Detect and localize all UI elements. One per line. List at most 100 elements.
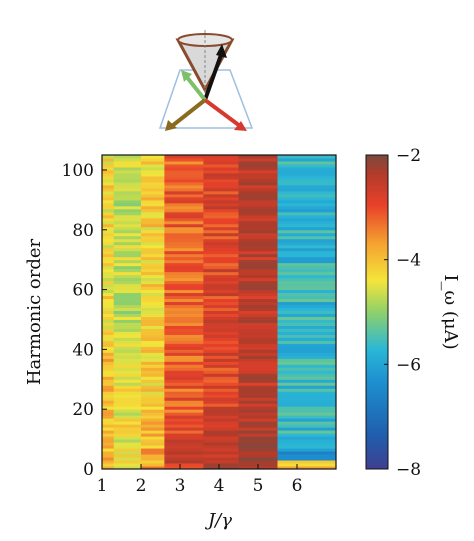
- heatmap-cell: [277, 451, 336, 455]
- heatmap-cell: [238, 391, 278, 395]
- heatmap-cell: [113, 319, 142, 323]
- heatmap-cell: [277, 232, 336, 237]
- heatmap-cell: [113, 394, 142, 398]
- heatmap-cell: [277, 292, 336, 297]
- heatmap-cell: [102, 385, 115, 389]
- heatmap-cell: [164, 283, 204, 288]
- heatmap-cell: [141, 190, 165, 195]
- heatmap-cell: [113, 427, 142, 431]
- heatmap-cell: [141, 163, 165, 168]
- heatmap-cell: [238, 322, 278, 326]
- heatmap-cell: [277, 373, 336, 377]
- heatmap-cell: [164, 391, 204, 395]
- heatmap-cell: [113, 220, 142, 225]
- heatmap-cell: [164, 155, 204, 159]
- heatmap-cell: [141, 346, 165, 350]
- heatmap-cell: [141, 370, 165, 374]
- heatmap-cell: [238, 268, 278, 273]
- heatmap-cell: [102, 313, 115, 317]
- heatmap-cell: [164, 244, 204, 249]
- heatmap-cell: [277, 391, 336, 395]
- heatmap-cell: [203, 463, 239, 467]
- heatmap-cell: [164, 361, 204, 365]
- heatmap-cell: [164, 280, 204, 285]
- heatmap-cell: [164, 403, 204, 407]
- heatmap-cell: [203, 409, 239, 413]
- heatmap-cell: [113, 436, 142, 440]
- heatmap-cell: [141, 178, 165, 183]
- x-tick-label: 3: [175, 476, 186, 496]
- heatmap-cell: [277, 187, 336, 192]
- heatmap-cell: [141, 352, 165, 356]
- heatmap-cell: [141, 208, 165, 213]
- heatmap-cell: [141, 223, 165, 228]
- heatmap-cell: [164, 355, 204, 359]
- heatmap-cell: [141, 451, 165, 455]
- heatmap-cell: [238, 247, 278, 252]
- heatmap-cell: [102, 292, 115, 297]
- heatmap-cell: [113, 424, 142, 428]
- heatmap-cell: [203, 376, 239, 380]
- heatmap-cell: [102, 307, 115, 311]
- heatmap-cell: [238, 208, 278, 213]
- heatmap-cell: [113, 460, 142, 464]
- heatmap-cell: [203, 181, 239, 186]
- heatmap-cell: [113, 214, 142, 219]
- heatmap-cell: [141, 256, 165, 261]
- heatmap-cell: [141, 196, 165, 201]
- heatmap-cell: [164, 316, 204, 320]
- heatmap-cell: [113, 238, 142, 243]
- inset-arrow-black: [203, 51, 224, 101]
- heatmap-cell: [164, 364, 204, 368]
- heatmap-cell: [141, 292, 165, 297]
- heatmap-cell: [141, 397, 165, 401]
- heatmap-cell: [102, 244, 115, 249]
- heatmap-cell: [238, 202, 278, 207]
- heatmap-cell: [277, 241, 336, 246]
- heatmap-cell: [164, 247, 204, 252]
- heatmap-cell: [164, 220, 204, 225]
- heatmap-cell: [113, 178, 142, 183]
- heatmap-cell: [277, 184, 336, 189]
- heatmap-cell: [238, 427, 278, 431]
- heatmap-cell: [164, 418, 204, 422]
- heatmap-cell: [113, 385, 142, 389]
- heatmap-cell: [238, 196, 278, 201]
- heatmap-cell: [102, 289, 115, 294]
- heatmap-cell: [203, 466, 239, 469]
- heatmap-cell: [113, 355, 142, 359]
- x-tick-label: 1: [97, 476, 108, 496]
- heatmap-cell: [102, 448, 115, 452]
- heatmap-cell: [277, 265, 336, 270]
- heatmap-cell: [164, 265, 204, 270]
- colorbar-tick-label: −6: [396, 355, 421, 375]
- heatmap-cell: [102, 466, 115, 469]
- heatmap-cell: [141, 307, 165, 311]
- heatmap-cell: [203, 361, 239, 365]
- heatmap-cell: [277, 277, 336, 282]
- heatmap-cell: [141, 436, 165, 440]
- heatmap-cell: [238, 265, 278, 270]
- heatmap-cell: [238, 157, 278, 162]
- heatmap-cell: [238, 349, 278, 353]
- heatmap-cell: [113, 280, 142, 285]
- heatmap-cell: [238, 418, 278, 422]
- heatmap-cell: [102, 331, 115, 335]
- heatmap-cell: [238, 313, 278, 317]
- heatmap-cell: [238, 430, 278, 434]
- heatmap-cell: [238, 340, 278, 344]
- heatmap-cell: [277, 220, 336, 225]
- heatmap-cell: [102, 241, 115, 246]
- heatmap-cell: [141, 412, 165, 416]
- heatmap-cell: [102, 430, 115, 434]
- heatmap-cell: [238, 250, 278, 255]
- heatmap-cell: [102, 178, 115, 183]
- heatmap-cell: [203, 385, 239, 389]
- heatmap-cell: [238, 214, 278, 219]
- heatmap-cell: [113, 466, 142, 469]
- heatmap-cell: [203, 424, 239, 428]
- heatmap-cell: [102, 181, 115, 186]
- heatmap-cell: [277, 268, 336, 273]
- heatmap-cell: [113, 217, 142, 222]
